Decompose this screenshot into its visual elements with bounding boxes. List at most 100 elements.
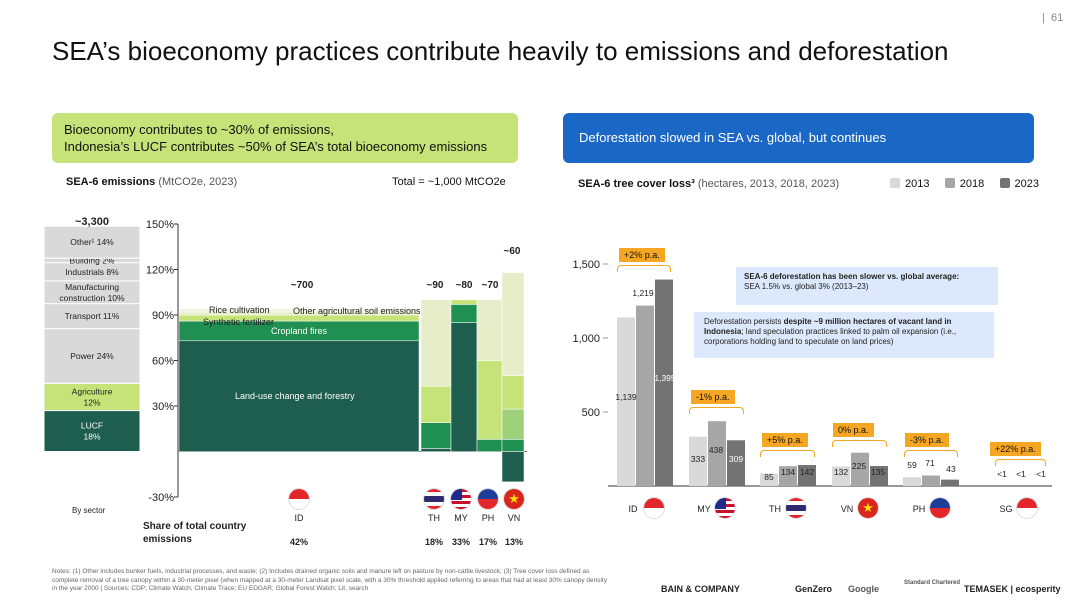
sector-total-label: ~3,300 [75,216,109,228]
country-bar-segment [420,299,452,387]
logo-bain: BAIN & COMPANY [661,584,740,594]
flag-my-icon [450,488,472,510]
tree-country-label-th: TH [769,504,781,514]
tree-flag-sg-icon [1016,497,1038,519]
country-share-my: 33% [451,537,470,547]
tree-bar-ph-2013 [903,477,921,486]
y-tick-label: 30% [152,401,174,413]
country-total-th: ~90 [426,280,444,291]
country-bar-segment [450,322,478,452]
country-label-my: MY [454,513,468,523]
country-share-vn: 13% [504,537,523,547]
tree-bar-my-2013 [689,436,707,486]
tree-bar-id-2018 [636,305,654,486]
country-bar-segment [420,386,452,423]
legend-2013: 2013 [890,178,929,190]
sector-segment-7 [43,225,141,259]
tree-loss-y-axis: 500 1,000 1,500 [572,259,1052,487]
share-label: Share of total country emissions [143,521,247,545]
flag-vn-icon: ★ [503,488,525,510]
tree-value-label: 85 [764,472,774,482]
sector-segment-0 [43,410,141,453]
y-tick-label: -30% [148,492,174,504]
country-label-id: ID [294,513,304,523]
sector-label-2: Power 24% [70,351,114,361]
tree-bar-id-2013 [617,317,635,486]
id-segment-label: Land-use change and forestry [235,391,355,401]
country-total-id: ~700 [290,280,314,291]
tree-country-label-my: MY [697,504,711,514]
logo-standard-chartered: Standard Chartered [904,580,961,586]
tree-bar-id-2023 [655,279,673,486]
emissions-subtitle: SEA-6 emissions (MtCO2e, 2023) [66,176,238,188]
country-share-th: 18% [424,537,443,547]
tree-bar-ph-2018 [922,475,940,486]
country-bar-segment [501,408,525,440]
tree-value-label: 132 [834,467,848,477]
growth-bracket [832,440,887,447]
sector-segment-1 [43,382,141,412]
tree-value-label: 1,219 [632,288,654,298]
tree-value-label: 1,139 [615,392,637,402]
sector-segment-3 [43,303,141,330]
tree-value-label: 333 [691,454,705,464]
id-segment-label: Other agricultural soil emissions² [293,306,424,316]
country-total-ph: ~70 [481,280,499,291]
tree-bar-my-2023 [727,440,745,486]
callout-indonesia: Deforestation persists despite ~9 millio… [694,312,994,358]
sector-label-6: Building 2% [70,255,115,265]
growth-tag-id: +2% p.a. [619,248,665,262]
sector-label-4: construction 10% [59,293,125,303]
tree-value-label: 438 [709,445,723,455]
growth-tag-vn: 0% p.a. [833,423,874,437]
country-bars: Land-use change and forestry Cropland fir… [178,272,525,483]
tree-bar-th-2013 [760,473,778,486]
country-bar-segment [501,272,525,376]
tree-bar-ph-2023 [941,479,959,486]
country-bar-segment [450,299,478,305]
sector-label-5: Industrials 8% [65,267,119,277]
tree-flag-th-icon [785,497,807,519]
tree-bar-vn-2018 [851,452,869,486]
country-bar-segment [501,375,525,410]
country-bar-segment [476,360,503,440]
id-segment-label: Cropland fires [271,326,328,336]
growth-bracket [995,459,1046,466]
country-bar-segment [450,304,478,323]
tree-value-label: <1 [997,469,1007,479]
tree-flag-vn-icon: ★ [857,497,879,519]
left-headline-box: Bioeconomy contributes to ~30% of emissi… [52,113,518,163]
growth-tag-my: -1% p.a. [691,390,735,404]
sector-label-1: Agriculture [72,386,113,396]
logo-genzero: GenZero [795,584,833,594]
tree-value-label: 59 [907,460,917,470]
country-bar-segment [476,299,503,361]
tree-bar-vn-2013 [832,466,850,486]
tree-value-label: <1 [1016,469,1026,479]
sector-label-4: Manufacturing [65,282,119,292]
by-sector-label: By sector [72,506,106,515]
tree-flag-ph-icon [929,497,951,519]
growth-bracket [617,265,671,272]
tree-y-tick-label: 1,500 [572,259,600,271]
id-segment-0 [178,340,420,452]
growth-tag-ph: -3% p.a. [905,433,949,447]
y-tick-label: 90% [152,310,174,322]
left-headline-line1: Bioeconomy contributes to ~30% of emissi… [64,122,334,137]
tree-value-label: <1 [1036,469,1046,479]
tree-y-tick-label: 500 [582,407,600,419]
country-bar-segment [501,451,525,483]
country-bar-segment [420,448,452,452]
tree-country-label-id: ID [628,504,638,514]
country-share-ph: 17% [478,537,497,547]
growth-tag-sg: +22% p.a. [990,442,1041,456]
country-total-my: ~80 [455,280,473,291]
logo-google: Google [848,584,879,594]
legend-2018: 2018 [944,178,984,190]
growth-bracket [689,407,744,414]
legend-2023: 2023 [999,178,1039,190]
growth-bracket [904,450,958,457]
legend: 2013 2018 2023 [890,178,1039,190]
left-headline-line2: Indonesia’s LUCF contributes ~50% of SEA… [64,139,488,154]
tree-value-label: 1,395 [654,373,676,383]
